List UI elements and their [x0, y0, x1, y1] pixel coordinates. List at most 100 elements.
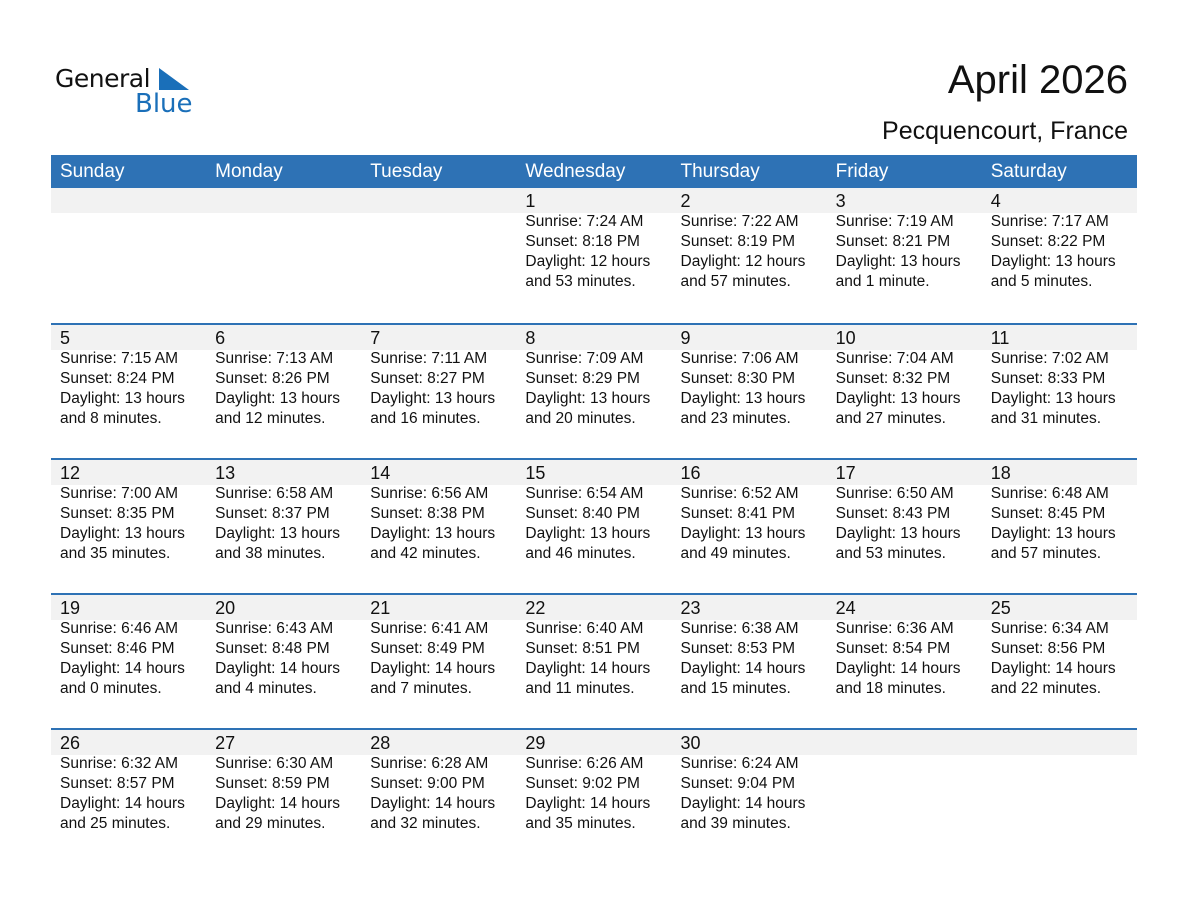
daylight-minutes-text: and 29 minutes. — [215, 815, 326, 832]
sunset-text: Sunset: 8:26 PM — [215, 370, 330, 387]
day-number: 1 — [525, 191, 536, 211]
day-number: 7 — [370, 328, 381, 348]
week-row: 26 Sunrise: 6:32 AM Sunset: 8:57 PM Dayligh… — [51, 728, 1137, 863]
daylight-text: Daylight: 13 hours — [680, 390, 806, 407]
day-cell: 17 Sunrise: 6:50 AM Sunset: 8:43 PM Dayligh… — [827, 460, 982, 564]
sunrise-text: Sunrise: 6:54 AM — [525, 485, 644, 502]
daylight-minutes-text: and 5 minutes. — [990, 273, 1093, 290]
daylight-text: Daylight: 13 hours — [215, 390, 341, 407]
sunset-text: Sunset: 8:32 PM — [835, 370, 951, 387]
sunset-text: Sunset: 8:49 PM — [370, 640, 485, 657]
day-number: 16 — [680, 463, 701, 483]
day-cell: 28 Sunrise: 6:28 AM Sunset: 9:00 PM Dayligh… — [361, 730, 516, 834]
sunrise-text: Sunrise: 6:58 AM — [215, 485, 334, 502]
daylight-text: Daylight: 14 hours — [990, 660, 1116, 677]
daylight-text: Daylight: 13 hours — [60, 525, 185, 542]
daylight-minutes-text: and 38 minutes. — [215, 545, 326, 562]
day-number-strip — [51, 188, 1137, 213]
day-number-strip — [51, 460, 1137, 485]
sunset-text: Sunset: 8:41 PM — [680, 505, 796, 522]
daylight-text: Daylight: 14 hours — [60, 660, 185, 677]
sunrise-text: Sunrise: 6:43 AM — [215, 620, 334, 637]
sunset-text: Sunset: 8:22 PM — [990, 233, 1106, 250]
day-number: 6 — [215, 328, 226, 348]
daylight-minutes-text: and 12 minutes. — [215, 410, 326, 427]
day-number: 15 — [525, 463, 546, 483]
daylight-text: Daylight: 14 hours — [835, 660, 961, 677]
day-cell: 9 Sunrise: 7:06 AM Sunset: 8:30 PM Daylight… — [672, 325, 827, 429]
logo-text-general: General — [55, 64, 151, 93]
sunrise-text: Sunrise: 6:48 AM — [990, 485, 1109, 502]
daylight-minutes-text: and 31 minutes. — [990, 410, 1102, 427]
daylight-text: Daylight: 14 hours — [370, 795, 496, 812]
daylight-minutes-text: and 7 minutes. — [370, 680, 472, 697]
daylight-text: Daylight: 14 hours — [680, 660, 806, 677]
day-cell: 25 Sunrise: 6:34 AM Sunset: 8:56 PM Dayligh… — [982, 595, 1137, 699]
sunrise-text: Sunrise: 6:52 AM — [680, 485, 799, 502]
sunrise-text: Sunrise: 7:13 AM — [215, 350, 334, 367]
weekday-header: Sunday Monday Tuesday Wednesday Thursday Frid… — [51, 155, 1137, 188]
daylight-minutes-text: and 57 minutes. — [990, 545, 1102, 562]
sunset-text: Sunset: 8:57 PM — [60, 775, 175, 792]
sunrise-text: Sunrise: 7:11 AM — [370, 350, 488, 367]
sunrise-text: Sunrise: 7:02 AM — [990, 350, 1109, 367]
daylight-minutes-text: and 27 minutes. — [835, 410, 946, 427]
sunset-text: Sunset: 8:56 PM — [990, 640, 1106, 657]
day-cell: 27 Sunrise: 6:30 AM Sunset: 8:59 PM Dayligh… — [206, 730, 361, 834]
daylight-text: Daylight: 13 hours — [215, 525, 341, 542]
daylight-minutes-text: and 15 minutes. — [680, 680, 791, 697]
day-number: 2 — [680, 191, 691, 211]
day-cell: 8 Sunrise: 7:09 AM Sunset: 8:29 PM Daylight… — [516, 325, 671, 429]
daylight-text: Daylight: 13 hours — [835, 253, 961, 270]
day-cell: 24 Sunrise: 6:36 AM Sunset: 8:54 PM Dayligh… — [827, 595, 982, 699]
day-cell: 3 Sunrise: 7:19 AM Sunset: 8:21 PM Daylight… — [827, 188, 982, 292]
sunrise-text: Sunrise: 6:38 AM — [680, 620, 799, 637]
day-cell: 23 Sunrise: 6:38 AM Sunset: 8:53 PM Dayligh… — [672, 595, 827, 699]
day-number: 5 — [60, 328, 71, 348]
sunrise-text: Sunrise: 6:28 AM — [370, 755, 489, 772]
day-cell: 29 Sunrise: 6:26 AM Sunset: 9:02 PM Dayligh… — [516, 730, 671, 834]
daylight-text: Daylight: 13 hours — [60, 390, 185, 407]
day-number: 12 — [60, 463, 81, 483]
sunrise-text: Sunrise: 6:50 AM — [835, 485, 954, 502]
daylight-minutes-text: and 25 minutes. — [60, 815, 171, 832]
sunrise-text: Sunrise: 6:30 AM — [215, 755, 334, 772]
sunset-text: Sunset: 8:35 PM — [60, 505, 175, 522]
daylight-text: Daylight: 14 hours — [215, 795, 341, 812]
daylight-minutes-text: and 23 minutes. — [680, 410, 791, 427]
daylight-text: Daylight: 13 hours — [990, 525, 1116, 542]
day-number: 23 — [680, 598, 701, 618]
daylight-minutes-text: and 16 minutes. — [370, 410, 481, 427]
sunrise-text: Sunrise: 7:22 AM — [680, 213, 799, 230]
daylight-minutes-text: and 20 minutes. — [525, 410, 636, 427]
daylight-minutes-text: and 39 minutes. — [680, 815, 791, 832]
weekday-thursday: Thursday — [680, 161, 760, 182]
day-cell: 14 Sunrise: 6:56 AM Sunset: 8:38 PM Dayligh… — [361, 460, 516, 564]
day-number: 13 — [215, 463, 236, 483]
day-number: 10 — [835, 328, 856, 348]
daylight-text: Daylight: 12 hours — [525, 253, 651, 270]
sunset-text: Sunset: 9:04 PM — [680, 775, 796, 792]
day-cell: 4 Sunrise: 7:17 AM Sunset: 8:22 PM Daylight… — [982, 188, 1137, 292]
day-cell: 10 Sunrise: 7:04 AM Sunset: 8:32 PM Dayligh… — [827, 325, 982, 429]
day-number: 30 — [680, 733, 701, 753]
day-number: 8 — [525, 328, 536, 348]
sunrise-text: Sunrise: 6:32 AM — [60, 755, 179, 772]
sunrise-text: Sunrise: 6:46 AM — [60, 620, 179, 637]
sunset-text: Sunset: 8:46 PM — [60, 640, 175, 657]
day-number: 29 — [525, 733, 546, 753]
calendar: Sunday Monday Tuesday Wednesday Thursday Frid… — [51, 155, 1137, 863]
daylight-text: Daylight: 14 hours — [60, 795, 185, 812]
day-cell: 15 Sunrise: 6:54 AM Sunset: 8:40 PM Dayligh… — [516, 460, 671, 564]
weekday-saturday: Saturday — [990, 161, 1067, 182]
logo-triangle-icon — [159, 68, 189, 90]
sunset-text: Sunset: 8:40 PM — [525, 505, 640, 522]
day-number-strip — [51, 595, 1137, 620]
daylight-text: Daylight: 14 hours — [680, 795, 806, 812]
day-number: 4 — [990, 191, 1001, 211]
day-number: 21 — [370, 598, 391, 618]
daylight-minutes-text: and 35 minutes. — [60, 545, 171, 562]
daylight-minutes-text: and 8 minutes. — [60, 410, 162, 427]
day-number: 18 — [990, 463, 1011, 483]
day-number: 17 — [835, 463, 856, 483]
